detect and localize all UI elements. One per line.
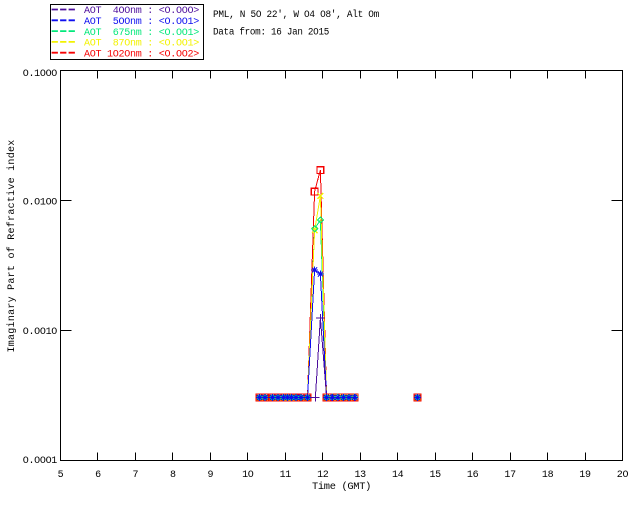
svg-text:5: 5 — [58, 470, 64, 481]
svg-text:AOT 87Onm : <O.OO1>: AOT 87Onm : <O.OO1> — [84, 39, 199, 50]
svg-text:Imaginary Part of Refractive i: Imaginary Part of Refractive index — [6, 140, 18, 353]
svg-text:AOT 5OOnm : <O.OO1>: AOT 5OOnm : <O.OO1> — [84, 17, 199, 28]
svg-text:AOT 4OOnm : <O.OOO>: AOT 4OOnm : <O.OOO> — [84, 6, 199, 17]
svg-text:8: 8 — [170, 470, 176, 481]
svg-text:AOT 675nm : <O.OO1>: AOT 675nm : <O.OO1> — [84, 28, 199, 39]
svg-text:16: 16 — [467, 470, 479, 481]
svg-text:13: 13 — [354, 470, 366, 481]
svg-text:15: 15 — [429, 470, 441, 481]
svg-text:Time (GMT): Time (GMT) — [312, 481, 371, 493]
svg-text:O.1OOO: O.1OOO — [23, 69, 58, 80]
svg-text:11: 11 — [280, 470, 292, 481]
svg-text:19: 19 — [579, 470, 591, 481]
svg-text:6: 6 — [95, 470, 101, 481]
svg-text:AOT 1O2Onm : <O.OO2>: AOT 1O2Onm : <O.OO2> — [84, 49, 199, 60]
svg-text:O.O1OO: O.O1OO — [23, 197, 58, 208]
svg-text:PML, N 5O 22', W O4 O8', Alt O: PML, N 5O 22', W O4 O8', Alt Om — [213, 9, 379, 21]
svg-text:Data from: 16 Jan 2O15: Data from: 16 Jan 2O15 — [213, 27, 329, 39]
svg-text:O.OO1O: O.OO1O — [23, 327, 58, 338]
svg-text:14: 14 — [392, 470, 404, 481]
svg-text:1O: 1O — [242, 470, 254, 481]
svg-text:18: 18 — [542, 470, 554, 481]
svg-text:9: 9 — [208, 470, 214, 481]
svg-text:O.OOO1: O.OOO1 — [23, 456, 58, 467]
svg-text:2O: 2O — [617, 470, 629, 481]
svg-text:12: 12 — [317, 470, 329, 481]
svg-text:17: 17 — [504, 470, 516, 481]
svg-text:7: 7 — [133, 470, 139, 481]
